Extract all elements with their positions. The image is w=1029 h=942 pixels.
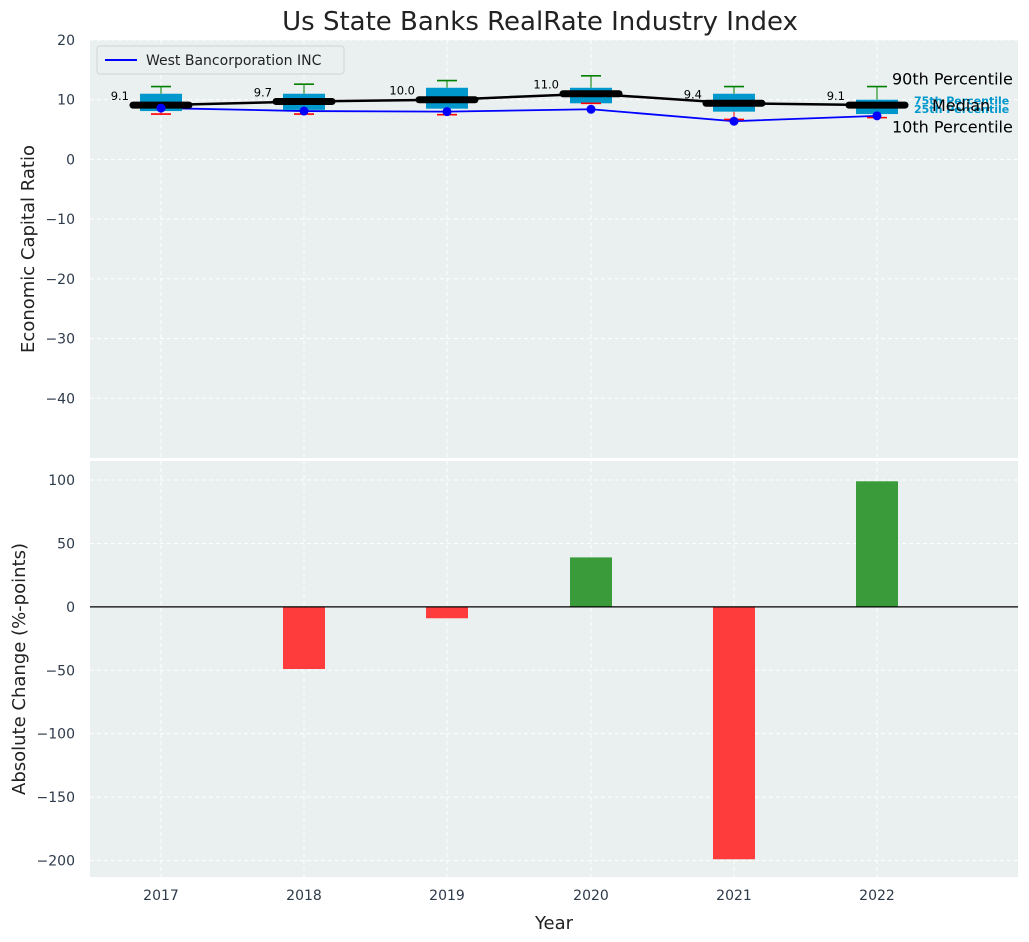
x-tick-label: 2022 (859, 888, 895, 904)
company-marker (872, 111, 882, 121)
x-tick-label: 2018 (286, 888, 322, 904)
median-label: 11.0 (533, 78, 559, 92)
annotation-90th-percentile: 90th Percentile (892, 70, 1013, 89)
change-bar-2022 (856, 481, 898, 607)
company-series (160, 107, 878, 123)
company-markers (156, 103, 882, 126)
change-bar-2018 (283, 606, 325, 669)
top-y-tick-label: −20 (45, 272, 75, 288)
median-label: 9.1 (111, 89, 129, 103)
bottom-y-tick-label: −150 (37, 790, 75, 806)
median-labels: 9.1 9.7 10.0 11.0 9.4 9.1 (111, 78, 845, 103)
x-tick-label: 2021 (716, 888, 752, 904)
legend: West Bancorporation INC (96, 45, 345, 75)
bottom-y-tick-label: −200 (37, 854, 75, 870)
median-series (129, 90, 909, 109)
x-tick-label: 2017 (143, 888, 179, 904)
annotation-75th-percentile: 75th Percentile (914, 95, 1009, 108)
top-y-tick-label: −30 (45, 332, 75, 348)
top-y-tick-label: 20 (57, 33, 75, 49)
x-tick-label: 2020 (573, 888, 609, 904)
top-y-tick-label: 0 (66, 152, 75, 168)
top-y-ticks: 20 10 0 −10 −20 −30 −40 (45, 33, 75, 407)
median-label: 9.4 (684, 87, 702, 101)
bottom-y-tick-label: −50 (45, 663, 75, 679)
bottom-y-ticks: 100 50 0 −50 −100 −150 −200 (37, 473, 75, 869)
legend-label: West Bancorporation INC (146, 53, 322, 69)
bottom-y-tick-label: 50 (57, 536, 75, 552)
bottom-y-tick-label: 100 (48, 473, 75, 489)
x-tick-label: 2019 (429, 888, 465, 904)
change-bar-2019 (426, 606, 468, 619)
top-y-tick-label: −40 (45, 391, 75, 407)
median-label: 9.7 (254, 86, 272, 100)
median-label: 9.1 (827, 89, 845, 103)
side-annotations: 90th Percentile 10th Percentile 75th Perce… (892, 70, 1013, 137)
company-marker (156, 103, 166, 113)
legend-box (96, 45, 345, 75)
company-marker (586, 104, 596, 114)
annotation-10th-percentile: 10th Percentile (892, 118, 1013, 137)
change-bar-2021 (713, 606, 755, 860)
top-y-axis-label: Economic Capital Ratio (18, 145, 39, 353)
x-axis-label: Year (534, 913, 574, 934)
annotation-median: Median (932, 96, 990, 115)
company-marker (729, 116, 739, 126)
top-y-tick-label: −10 (45, 212, 75, 228)
bottom-y-tick-label: −100 (37, 727, 75, 743)
top-panel: 20 10 0 −10 −20 −30 −40 Economic Capital Ratio… (18, 33, 1018, 458)
company-line (160, 107, 878, 123)
annotation-25th-percentile: 25th Percentile (914, 103, 1009, 116)
change-bars (283, 481, 898, 860)
chart-title: Us State Banks RealRate Industry Index (282, 7, 798, 37)
bottom-y-axis-label: Absolute Change (%-points) (9, 543, 30, 795)
median-label: 10.0 (389, 84, 415, 98)
company-marker (442, 107, 452, 117)
change-bar-2020 (570, 557, 612, 607)
bottom-y-tick-label: 0 (66, 600, 75, 616)
x-ticks: 2017 2018 2019 2020 2021 2022 (143, 888, 895, 904)
company-marker (299, 106, 309, 116)
top-y-tick-label: 10 (57, 93, 75, 109)
top-grid (90, 39, 1018, 399)
